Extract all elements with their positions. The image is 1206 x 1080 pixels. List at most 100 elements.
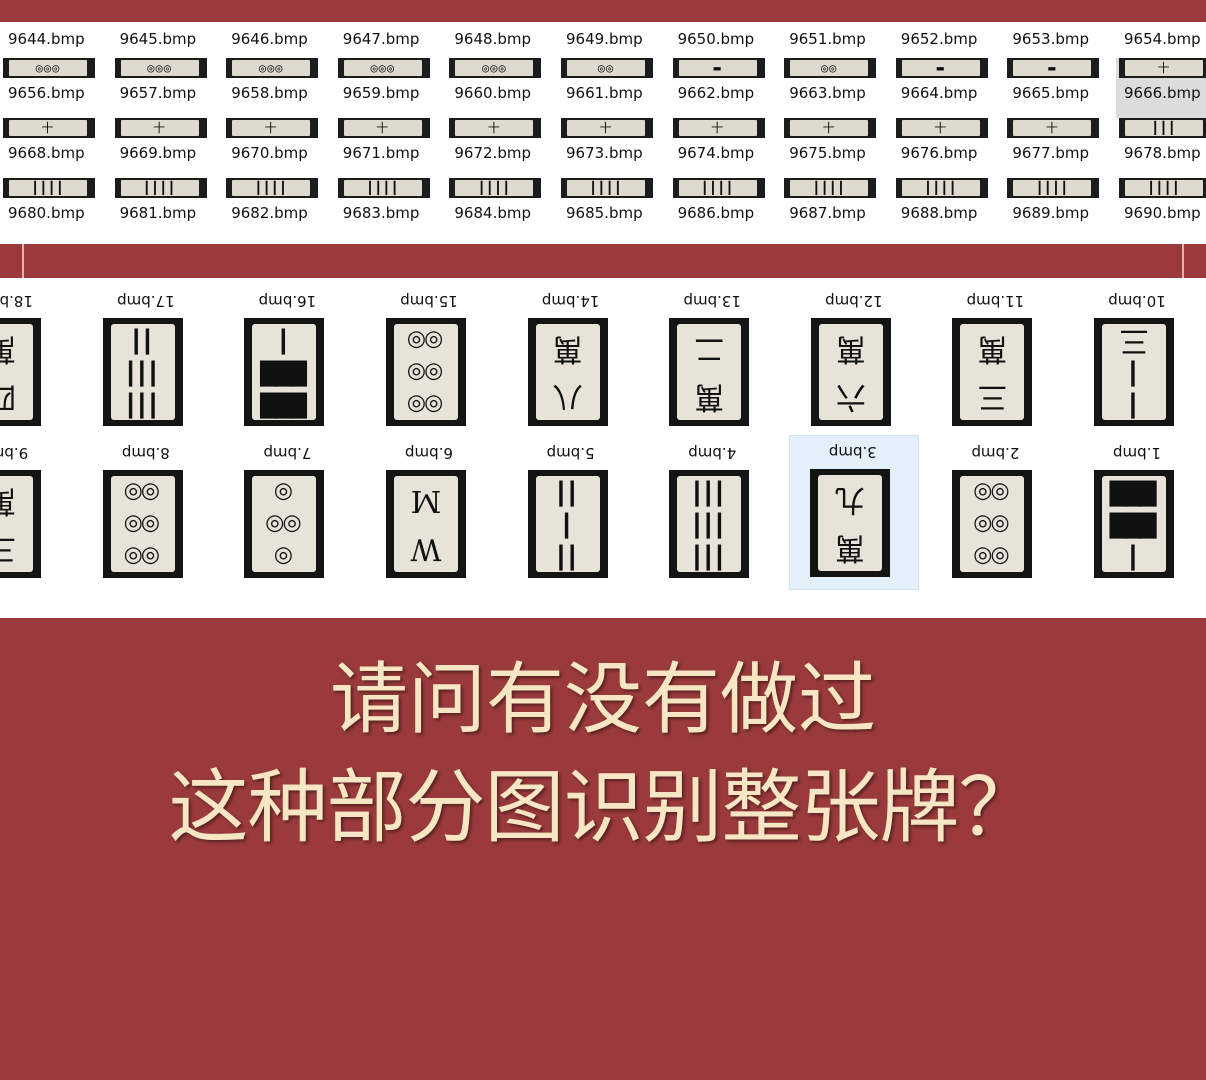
file-item[interactable]: 十 9673.bmp <box>558 118 670 178</box>
thumbnail-strip: ◎◎◎ <box>114 58 207 78</box>
file-item[interactable]: 六萬 12.bmp <box>789 283 919 438</box>
file-item[interactable]: ┃┃┃ 9678.bmp <box>1116 118 1206 178</box>
file-item[interactable]: 9647.bmp <box>335 22 447 82</box>
tile-glyph-icon: 三 <box>0 531 16 566</box>
file-item[interactable]: 三萬 9.bmp <box>0 435 69 590</box>
tile-glyph-icon: ┃┃┃ <box>1125 120 1203 136</box>
file-item[interactable]: ◎◎ ◎◎ ◎◎ 2.bmp <box>930 435 1060 590</box>
file-name: 9647.bmp <box>342 30 420 48</box>
file-item[interactable]: ◎◎◎ 9656.bmp <box>0 58 112 118</box>
file-item[interactable]: 9645.bmp <box>112 22 224 82</box>
file-item[interactable]: ◎◎◎ 9657.bmp <box>112 58 224 118</box>
tile-face: ┃┃┃ ┃┃┃ ┃┃ <box>110 324 175 420</box>
file-item[interactable]: 十 9670.bmp <box>223 118 335 178</box>
file-name: 9665.bmp <box>1012 84 1089 102</box>
file-item[interactable]: 9652.bmp <box>893 22 1005 82</box>
tile-glyph-icon: ███ <box>1111 480 1157 505</box>
file-item[interactable]: ◎◎◎ 9660.bmp <box>446 58 558 118</box>
file-item[interactable]: ┃ ┃ 三 10.bmp <box>1072 283 1202 438</box>
file-item[interactable]: ◎◎ 9661.bmp <box>558 58 670 118</box>
tile-glyph-icon: 四 <box>0 379 16 414</box>
tile-face: ◎◎ ◎◎ ◎◎ <box>960 476 1025 572</box>
thumbnail-strip: ┃┃┃┃ <box>114 178 207 198</box>
file-name: 18.bmp <box>0 292 33 310</box>
thumbnail-strip: 十 <box>3 118 95 138</box>
file-item[interactable]: 9644.bmp <box>0 22 112 82</box>
file-item[interactable]: 十 9675.bmp <box>781 118 893 178</box>
tile-glyph-icon: ┃ <box>561 512 574 537</box>
tile-face: 八萬 <box>535 324 600 420</box>
file-name: 9654.bmp <box>1124 30 1201 48</box>
file-item[interactable]: ┃┃┃┃ 9683.bmp <box>335 178 447 238</box>
file-item[interactable]: 十 9666.bmp <box>1116 58 1206 118</box>
file-item[interactable]: ▬ 9665.bmp <box>1004 58 1116 118</box>
file-item[interactable]: ┃ ███ ███ 1.bmp <box>1072 435 1202 590</box>
tile-glyph-icon: ┃┃┃ <box>125 392 160 417</box>
file-item[interactable]: ┃┃┃┃ 9686.bmp <box>670 178 782 238</box>
tile-glyph-icon: 六 <box>835 379 866 414</box>
file-name: 15.bmp <box>400 292 458 310</box>
tile-glyph-icon: 三 <box>977 379 1008 414</box>
file-item[interactable]: 十 9677.bmp <box>1004 118 1116 178</box>
tile-glyph-icon: ◎◎ <box>125 480 161 505</box>
file-item[interactable]: 八萬 14.bmp <box>506 283 636 438</box>
file-item[interactable]: 十 9668.bmp <box>0 118 112 178</box>
file-item[interactable]: ┃┃┃┃ 9689.bmp <box>1004 178 1116 238</box>
file-item[interactable]: ┃┃┃┃ 9687.bmp <box>781 178 893 238</box>
divider-line-left <box>22 244 24 278</box>
file-item[interactable]: ◎◎◎ 9659.bmp <box>335 58 447 118</box>
file-item[interactable]: 9653.bmp <box>1004 22 1116 82</box>
thumbnail-strip: ┃┃┃┃ <box>3 178 95 198</box>
file-item[interactable]: 9649.bmp <box>558 22 670 82</box>
file-item[interactable]: ┃┃┃┃ 9680.bmp <box>0 178 112 238</box>
file-item[interactable]: ◎◎ ◎◎ ◎◎ 15.bmp <box>364 283 494 438</box>
file-item[interactable]: ███ ███ ┃ 16.bmp <box>222 283 352 438</box>
file-name: 9689.bmp <box>1012 204 1089 222</box>
file-item[interactable]: 萬九 3.bmp <box>788 435 919 590</box>
file-item[interactable]: ┃┃┃ ┃┃┃ ┃┃┃ 4.bmp <box>647 435 777 590</box>
file-item[interactable]: ┃┃┃┃ 9688.bmp <box>893 178 1005 238</box>
file-item[interactable]: ┃┃┃┃ 9684.bmp <box>446 178 558 238</box>
file-item[interactable]: 9651.bmp <box>781 22 893 82</box>
tile-glyph-icon: ◎◎ <box>975 512 1010 537</box>
file-item[interactable]: W M 6.bmp <box>364 435 494 590</box>
file-item[interactable]: ┃┃┃┃ 9681.bmp <box>112 178 224 238</box>
file-item[interactable]: ▬ 9664.bmp <box>893 58 1005 118</box>
file-item[interactable]: 9654.bmp <box>1116 22 1206 82</box>
file-item[interactable]: 十 9669.bmp <box>112 118 224 178</box>
file-item[interactable]: ┃┃ ┃ ┃┃ 5.bmp <box>506 435 636 590</box>
file-item[interactable]: ◎◎ ◎◎ ◎◎ 8.bmp <box>81 435 211 590</box>
thumbnail-strip: 十 <box>1119 58 1206 78</box>
file-item[interactable]: 十 9671.bmp <box>335 118 447 178</box>
file-item[interactable]: 四萬 18.bmp <box>0 283 69 438</box>
caption: 请问有没有做过 这种部分图识别整张牌？ <box>0 650 1206 866</box>
file-item[interactable]: ◎◎◎ 9658.bmp <box>223 58 335 118</box>
mahjong-tile-thumbnail: 三萬 <box>0 470 42 578</box>
file-name: 9653.bmp <box>1012 30 1089 48</box>
file-item[interactable]: ┃┃┃┃ 9690.bmp <box>1116 178 1206 238</box>
file-item[interactable]: ┃┃┃┃ 9685.bmp <box>558 178 670 238</box>
thumbnail-strip: ◎◎ <box>561 58 653 78</box>
file-item[interactable]: ▬ 9662.bmp <box>670 58 782 118</box>
file-item[interactable]: 十 9674.bmp <box>670 118 782 178</box>
file-item[interactable]: 9648.bmp <box>446 22 558 82</box>
mahjong-tile-thumbnail: 三萬 <box>952 318 1033 426</box>
file-item[interactable]: 十 9676.bmp <box>893 118 1005 178</box>
tile-glyph-icon: ◎◎ <box>975 480 1010 505</box>
tile-glyph-icon: ┃┃┃ <box>692 512 727 537</box>
file-item[interactable]: ┃┃┃┃ 9682.bmp <box>223 178 335 238</box>
file-item[interactable]: ◎ ◎◎ ◎ 7.bmp <box>222 435 352 590</box>
file-item[interactable]: ┃┃┃ ┃┃┃ ┃┃ 17.bmp <box>81 283 211 438</box>
file-item[interactable]: 三萬 11.bmp <box>930 283 1060 438</box>
tile-glyph-icon: ▬ <box>901 60 980 76</box>
file-item[interactable]: 十 9672.bmp <box>446 118 558 178</box>
file-item[interactable]: ◎◎ 9663.bmp <box>781 58 893 118</box>
file-item[interactable]: 萬二 13.bmp <box>647 283 777 438</box>
file-item[interactable]: 9650.bmp <box>670 22 782 82</box>
file-name: 9684.bmp <box>454 204 531 222</box>
file-item[interactable]: 9646.bmp <box>223 22 335 82</box>
tile-glyph-icon: 萬 <box>694 379 725 414</box>
tile-glyph-icon: ◎◎ <box>408 360 444 385</box>
tile-face: ███ ███ ┃ <box>252 324 317 420</box>
mahjong-tile-thumbnail: ◎◎ ◎◎ ◎◎ <box>952 470 1033 578</box>
